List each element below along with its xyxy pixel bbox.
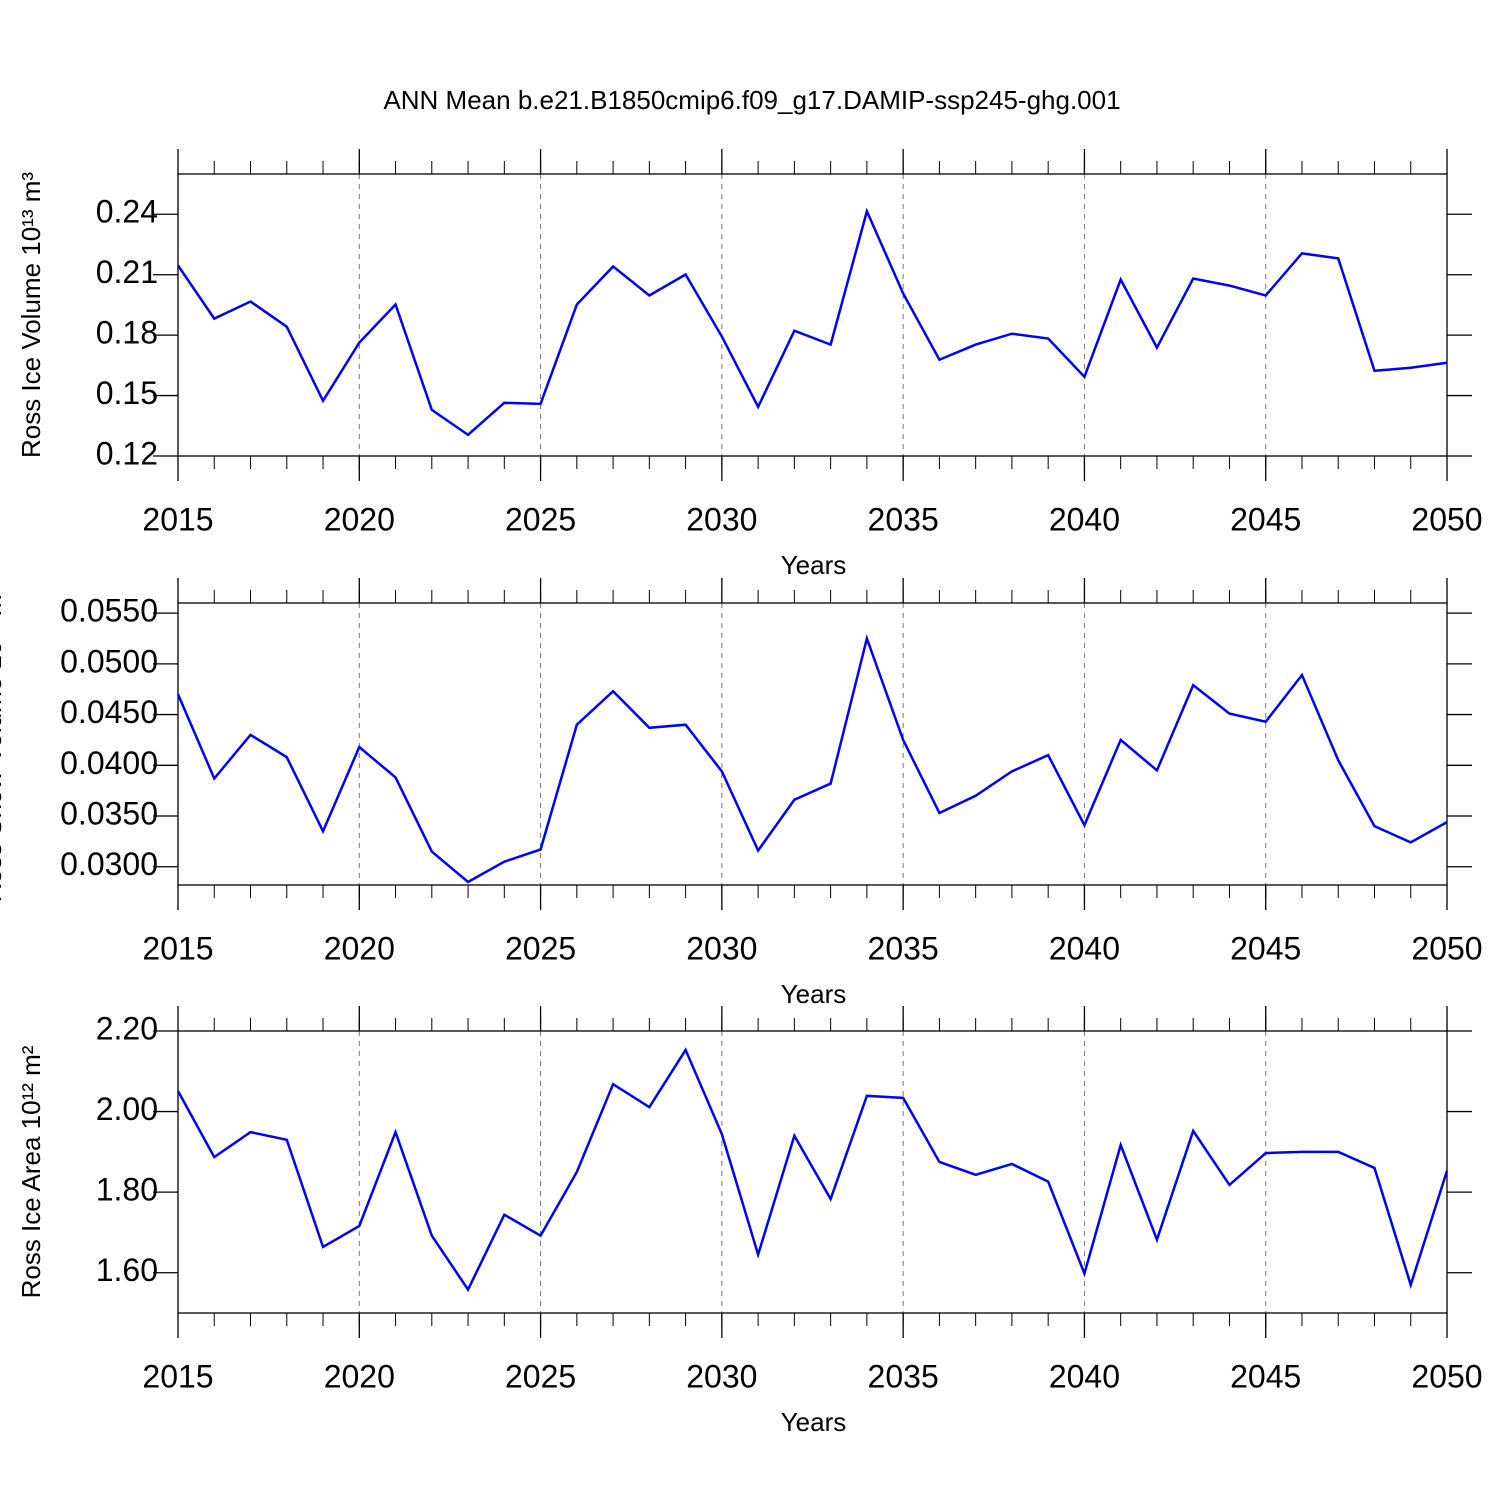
y-tick-label: 1.80 <box>96 1172 158 1208</box>
plot-frame <box>177 173 1448 457</box>
y-tick-label: 0.21 <box>96 254 158 290</box>
x-tick-label: 2050 <box>1411 501 1482 537</box>
plot-frame <box>177 602 1448 886</box>
x-tick-label: 2015 <box>142 1358 213 1394</box>
y-tick-label: 0.18 <box>96 315 158 351</box>
y-tick-label: 2.20 <box>96 1010 158 1046</box>
y-tick-label: 0.0350 <box>60 795 158 831</box>
x-tick-label: 2015 <box>142 501 213 537</box>
x-axis-label: Years <box>781 979 847 1009</box>
x-tick-label: 2040 <box>1049 930 1120 966</box>
y-tick-label: 0.0450 <box>60 694 158 730</box>
y-tick-label: 0.12 <box>96 435 158 471</box>
y-tick-label: 0.0300 <box>60 846 158 882</box>
x-tick-label: 2025 <box>505 930 576 966</box>
y-tick-label: 2.00 <box>96 1091 158 1127</box>
y-tick-label: 0.0500 <box>60 643 158 679</box>
x-tick-label: 2045 <box>1230 501 1301 537</box>
x-axis-label: Years <box>781 1407 847 1437</box>
x-tick-label: 2040 <box>1049 501 1120 537</box>
x-tick-label: 2020 <box>324 930 395 966</box>
x-tick-label: 2030 <box>686 501 757 537</box>
y-axis-label: Ross Snow Volume 10¹³ m³ <box>0 585 7 902</box>
y-tick-label: 1.60 <box>96 1252 158 1288</box>
x-tick-label: 2045 <box>1230 1358 1301 1394</box>
x-tick-label: 2030 <box>686 930 757 966</box>
plot-frame <box>177 1030 1448 1314</box>
data-line <box>176 207 1448 437</box>
y-tick-label: 0.0400 <box>60 745 158 781</box>
chart-title: ANN Mean b.e21.B1850cmip6.f09_g17.DAMIP-… <box>383 85 1120 115</box>
x-tick-label: 2030 <box>686 1358 757 1394</box>
y-tick-label: 0.0550 <box>60 593 158 629</box>
x-tick-label: 2015 <box>142 930 213 966</box>
x-tick-label: 2035 <box>868 1358 939 1394</box>
y-axis-label: Ross Ice Area 10¹² m² <box>16 1045 46 1298</box>
y-tick-label: 0.24 <box>96 194 158 230</box>
data-line <box>176 1047 1449 1293</box>
y-tick-label: 0.15 <box>96 375 158 411</box>
x-tick-label: 2050 <box>1411 1358 1482 1394</box>
x-tick-label: 2035 <box>868 930 939 966</box>
x-tick-label: 2020 <box>324 1358 395 1394</box>
x-tick-label: 2045 <box>1230 930 1301 966</box>
data-line <box>176 634 1448 884</box>
x-tick-label: 2025 <box>505 1358 576 1394</box>
x-tick-label: 2025 <box>505 501 576 537</box>
x-tick-label: 2035 <box>868 501 939 537</box>
x-axis-label: Years <box>781 550 847 580</box>
y-axis-label: Ross Ice Volume 10¹³ m³ <box>16 172 46 458</box>
x-tick-label: 2020 <box>324 501 395 537</box>
x-tick-label: 2050 <box>1411 930 1482 966</box>
x-tick-label: 2040 <box>1049 1358 1120 1394</box>
